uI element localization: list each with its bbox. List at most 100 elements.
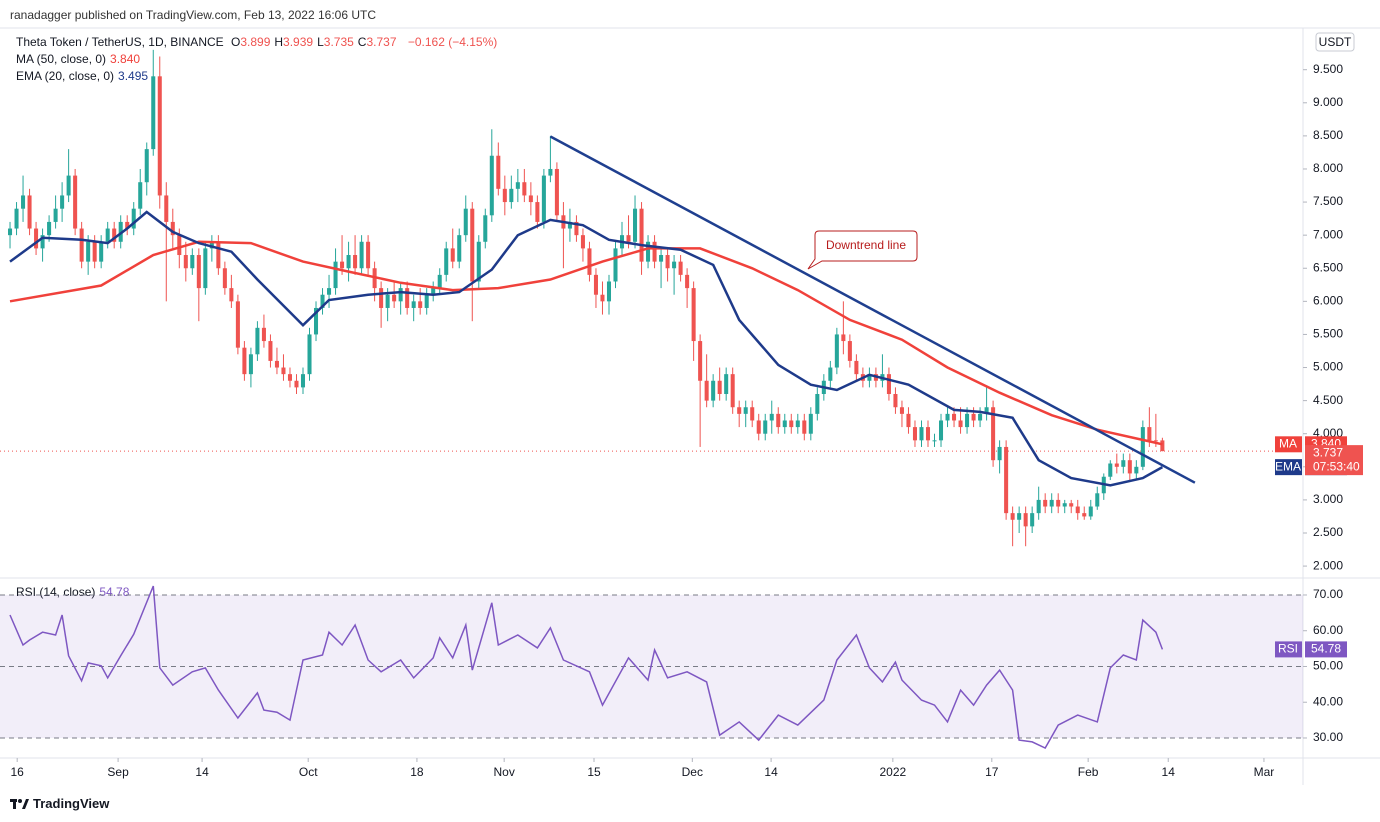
candle-body — [724, 374, 729, 395]
ema-legend: EMA (20, close, 0) 3.495 — [16, 69, 152, 83]
candle-body — [418, 301, 423, 308]
candle-body — [626, 235, 631, 242]
candle-body — [476, 241, 481, 282]
y-tick-label: 7.500 — [1313, 194, 1343, 208]
candle-body — [886, 374, 891, 395]
y-tick-label: 4.500 — [1313, 393, 1343, 407]
candle-body — [73, 175, 78, 229]
ma-legend: MA (50, close, 0) 3.840 — [16, 52, 144, 66]
candle-body — [411, 301, 416, 308]
candle-body — [984, 407, 989, 414]
candle-body — [300, 374, 306, 388]
ohlc-value: 3.939 — [283, 35, 314, 49]
candle-body — [548, 168, 553, 176]
candle-body — [932, 440, 937, 442]
candle-body — [828, 367, 833, 381]
candle-body — [112, 228, 117, 242]
x-tick-label: Nov — [493, 765, 514, 779]
candle-body — [1140, 427, 1145, 467]
callout-box — [807, 230, 918, 270]
candle-body — [268, 341, 273, 361]
candle-body — [756, 420, 761, 434]
callout: Downtrend line — [807, 230, 918, 270]
candle-body — [1075, 506, 1080, 514]
candle-body — [919, 427, 924, 441]
candle-body — [685, 274, 690, 289]
symbol-legend: Theta Token / TetherUS, 1D, BINANCE O3.8… — [16, 35, 501, 49]
rsi-tick-label: 70.00 — [1313, 587, 1343, 601]
candle-body — [164, 195, 169, 222]
candle-body — [958, 420, 963, 428]
candle-body — [144, 149, 149, 183]
candle-body — [125, 221, 130, 229]
candle-body — [1030, 513, 1035, 527]
candle-body — [893, 394, 898, 408]
candle-body — [203, 248, 208, 289]
candle-body — [834, 334, 839, 368]
candle-body — [841, 334, 846, 342]
ohlc-key: H — [274, 35, 284, 49]
candle-body — [216, 241, 221, 269]
ohlc-legend: O3.899 H3.939 L3.735 C3.737 — [231, 35, 401, 49]
countdown: 07:53:40 — [1313, 459, 1360, 473]
rsi-value-box — [1305, 641, 1347, 658]
x-tick-label: 16 — [11, 765, 25, 779]
x-tick-label: 14 — [764, 765, 778, 779]
candle-body — [255, 327, 260, 355]
candle-body — [502, 188, 507, 203]
candle-body — [359, 241, 364, 269]
candle-body — [431, 288, 436, 295]
candle-body — [698, 341, 703, 381]
candle-body — [405, 288, 410, 308]
candle-body — [190, 255, 195, 269]
candle-body — [750, 407, 755, 421]
candle-body — [392, 294, 397, 302]
candle-body — [1023, 513, 1028, 527]
candle-body — [567, 221, 572, 229]
y-tick-label: 5.500 — [1313, 327, 1343, 341]
last-price-box — [1305, 445, 1363, 476]
candle-body — [763, 420, 768, 434]
candle-body — [613, 248, 618, 282]
ohlc-value: 3.899 — [240, 35, 271, 49]
x-tick-label: Oct — [299, 765, 318, 779]
candle-body — [1043, 499, 1048, 507]
y-tick-label: 3.000 — [1313, 492, 1343, 506]
candle-body — [1049, 499, 1054, 507]
x-tick-label: 14 — [1162, 765, 1176, 779]
candle-body — [346, 255, 351, 269]
candle-body — [997, 446, 1002, 461]
candle-body — [40, 235, 45, 249]
candle-body — [235, 301, 240, 348]
candle-body — [183, 255, 188, 269]
candle-body — [209, 241, 214, 249]
candle-body — [294, 380, 299, 388]
candle-body — [242, 347, 247, 375]
chart: USDT 2.0002.5003.0003.5004.0004.5005.000… — [0, 27, 1380, 785]
candle-body — [554, 168, 559, 216]
candle-body — [717, 380, 722, 395]
candle-body — [574, 221, 579, 236]
logo — [10, 798, 29, 809]
y-tick-label: 2.000 — [1313, 558, 1343, 572]
candle-body — [737, 407, 742, 414]
ohlc-value: 3.735 — [323, 35, 354, 49]
candle-body — [379, 288, 384, 308]
candle-body — [307, 334, 312, 375]
x-tick-label: 18 — [410, 765, 424, 779]
candle-body — [1160, 440, 1165, 452]
candle-body — [633, 208, 638, 242]
candle-body — [945, 413, 950, 421]
ohlc-value: 3.737 — [366, 35, 397, 49]
x-tick-label: Feb — [1078, 765, 1099, 779]
currency-box — [1315, 32, 1355, 52]
candle-body — [496, 155, 501, 189]
candle-body — [66, 175, 71, 196]
badge-ema-key-box — [1275, 459, 1302, 476]
candle-body — [991, 407, 996, 461]
candle-body — [313, 307, 319, 335]
candle-body — [457, 235, 462, 262]
candle-body — [593, 274, 598, 295]
candle-body — [86, 241, 91, 262]
